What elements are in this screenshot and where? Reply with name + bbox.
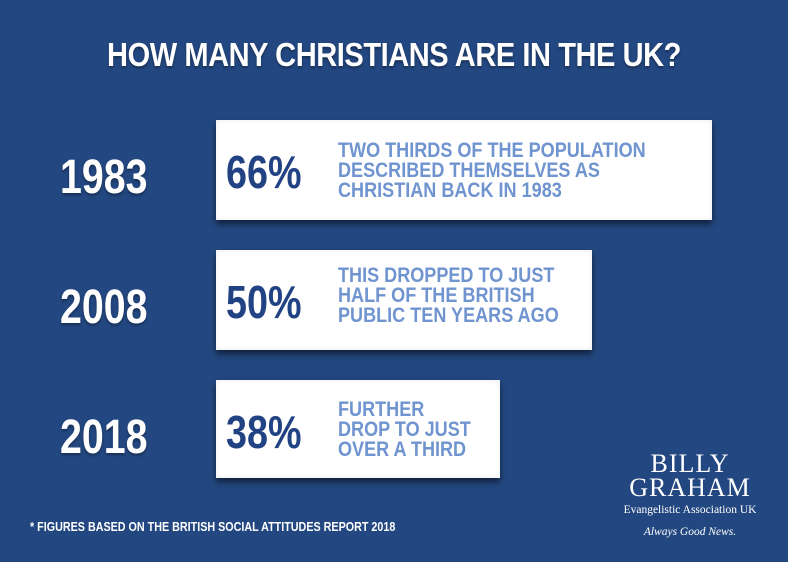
year-label: 2008 xyxy=(60,281,148,334)
description-line: PUBLIC TEN YEARS AGO xyxy=(338,304,559,327)
description-line: TWO THIRDS OF THE POPULATION xyxy=(338,139,646,162)
logo-tagline: Always Good News. xyxy=(643,526,737,538)
description: THIS DROPPED TO JUST HALF OF THE BRITISH… xyxy=(338,264,559,327)
description: TWO THIRDS OF THE POPULATION DESCRIBED T… xyxy=(338,139,646,202)
description-line: DESCRIBED THEMSELVES AS xyxy=(338,159,600,182)
percent-value: 50% xyxy=(226,276,302,328)
description: FURTHER DROP TO JUST OVER A THIRD xyxy=(338,398,471,461)
year-label: 1983 xyxy=(60,151,148,204)
stat-card: 38% FURTHER DROP TO JUST OVER A THIRD xyxy=(216,380,500,478)
description-line: HALF OF THE BRITISH xyxy=(338,284,535,307)
logo-line: GRAHAM xyxy=(629,473,751,502)
footnote: * FIGURES BASED ON THE BRITISH SOCIAL AT… xyxy=(30,520,396,534)
description-line: DROP TO JUST xyxy=(338,418,471,441)
logo-subtitle: Evangelistic Association UK xyxy=(623,504,757,516)
billy-graham-logo: BILLY GRAHAM Evangelistic Association UK… xyxy=(600,449,780,539)
logo-line: BILLY xyxy=(650,449,730,478)
stat-card: 50% THIS DROPPED TO JUST HALF OF THE BRI… xyxy=(216,250,592,350)
description-line: OVER A THIRD xyxy=(338,438,467,461)
year-label: 2018 xyxy=(60,411,148,464)
stat-card: 66% TWO THIRDS OF THE POPULATION DESCRIB… xyxy=(216,120,712,220)
description-line: CHRISTIAN BACK IN 1983 xyxy=(338,179,562,202)
percent-value: 38% xyxy=(226,406,302,458)
description-line: FURTHER xyxy=(338,398,425,421)
chart-title: HOW MANY CHRISTIANS ARE IN THE UK? xyxy=(107,36,681,73)
percent-value: 66% xyxy=(226,146,302,198)
description-line: THIS DROPPED TO JUST xyxy=(338,264,555,287)
